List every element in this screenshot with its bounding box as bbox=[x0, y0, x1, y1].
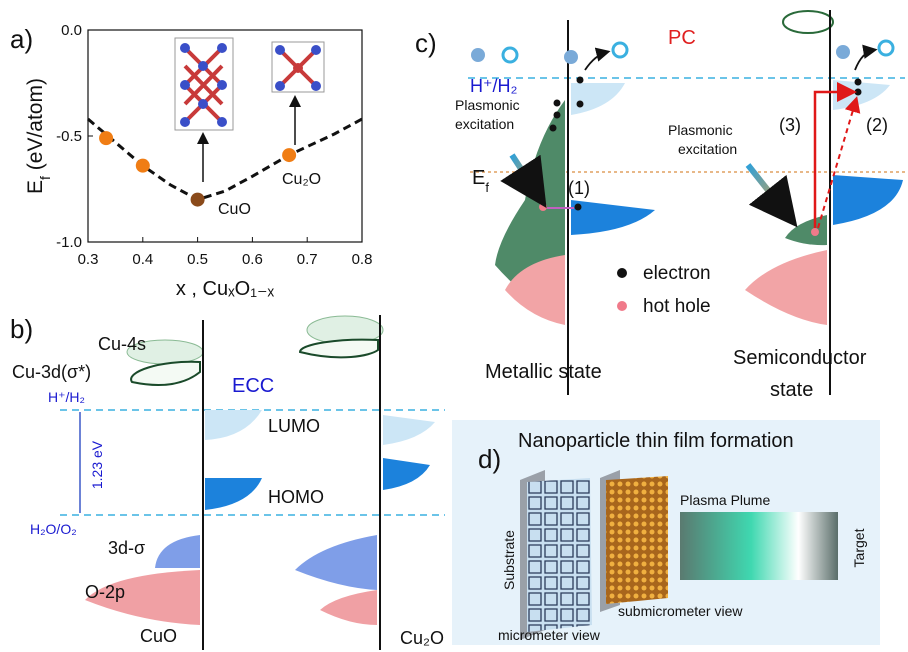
fermi-symbol: E bbox=[472, 167, 485, 189]
label: Cu-4s bbox=[98, 334, 146, 354]
legend-label: electron bbox=[643, 263, 711, 284]
crystal-cu2o bbox=[272, 42, 324, 145]
x-tick-label: 0.7 bbox=[297, 251, 318, 268]
panel-label: d) bbox=[478, 444, 501, 474]
panel-label: a) bbox=[10, 24, 33, 54]
point bbox=[99, 131, 113, 145]
annotation: CuO bbox=[218, 201, 251, 218]
label: LUMO bbox=[268, 416, 320, 436]
label: O-2p bbox=[85, 582, 125, 602]
panel-a: a) Ef (eV/atom) x , CuₓO₁₋ₓ CuO Cu₂O 0.3… bbox=[10, 22, 372, 300]
label: Metallic state bbox=[485, 361, 602, 383]
panel-c: c) PC H⁺/H₂ Plasmonic excitation Ef (1) … bbox=[415, 10, 905, 401]
label: (1) bbox=[568, 178, 590, 198]
x-tick-label: 0.8 bbox=[352, 251, 373, 268]
panel-label: b) bbox=[10, 314, 33, 344]
bands-cu2o bbox=[295, 315, 435, 650]
figure: a) Ef (eV/atom) x , CuₓO₁₋ₓ CuO Cu₂O 0.3… bbox=[0, 0, 908, 652]
label: submicrometer view bbox=[618, 603, 743, 619]
y-axis-label: Ef (eV/atom) bbox=[24, 78, 53, 194]
panel-d: d) Nanoparticle thin film formation Subs… bbox=[452, 420, 880, 645]
label: micrometer view bbox=[498, 627, 601, 643]
label: Target bbox=[851, 528, 867, 567]
label: CuO bbox=[140, 626, 177, 646]
y-tick-label: 0.0 bbox=[61, 22, 82, 39]
annotation: Cu₂O bbox=[282, 171, 321, 188]
panel-title: Nanoparticle thin film formation bbox=[518, 430, 794, 452]
x-tick-label: 0.4 bbox=[132, 251, 153, 268]
label: excitation bbox=[678, 141, 737, 157]
label: HOMO bbox=[268, 487, 324, 507]
label: Cu-3d(σ*) bbox=[12, 362, 91, 382]
crystal-cuo bbox=[175, 38, 233, 182]
level-label: H₂O/O₂ bbox=[30, 521, 77, 537]
point bbox=[191, 193, 205, 207]
label: PC bbox=[668, 27, 696, 49]
x-tick-label: 0.3 bbox=[78, 251, 99, 268]
panel-b: b) Cu-4s Cu-3d(σ*) H⁺/H₂ 1.23 eV H₂O/O₂ … bbox=[10, 314, 445, 650]
y-label-symbol: E bbox=[24, 180, 47, 194]
label: Plasma Plume bbox=[680, 492, 770, 508]
x-tick-label: 0.5 bbox=[187, 251, 208, 268]
panel-label: c) bbox=[415, 28, 437, 58]
x-tick-label: 0.6 bbox=[242, 251, 263, 268]
level-label: H⁺/H₂ bbox=[48, 389, 85, 405]
y-tick-label: -0.5 bbox=[56, 128, 82, 145]
label: Cu₂O bbox=[400, 628, 444, 648]
label: state bbox=[770, 379, 813, 401]
label: Semiconductor bbox=[733, 347, 867, 369]
y-tick-label: -1.0 bbox=[56, 234, 82, 251]
point bbox=[136, 159, 150, 173]
point bbox=[282, 148, 296, 162]
label: ECC bbox=[232, 375, 274, 397]
label: (2) bbox=[866, 115, 888, 135]
label: 3d-σ bbox=[108, 538, 145, 558]
y-label-unit: (eV/atom) bbox=[24, 78, 47, 176]
level-label: H⁺/H₂ bbox=[470, 76, 518, 96]
fermi-label: Ef bbox=[472, 167, 489, 195]
label: excitation bbox=[455, 116, 514, 132]
label: Substrate bbox=[501, 530, 517, 590]
label: (3) bbox=[779, 115, 801, 135]
x-axis-label: x , CuₓO₁₋ₓ bbox=[176, 278, 275, 300]
fermi-subscript: f bbox=[485, 180, 489, 195]
legend-label: hot hole bbox=[643, 296, 711, 317]
label: Plasmonic bbox=[455, 97, 520, 113]
gap-label: 1.23 eV bbox=[89, 440, 105, 489]
label: Plasmonic bbox=[668, 122, 733, 138]
